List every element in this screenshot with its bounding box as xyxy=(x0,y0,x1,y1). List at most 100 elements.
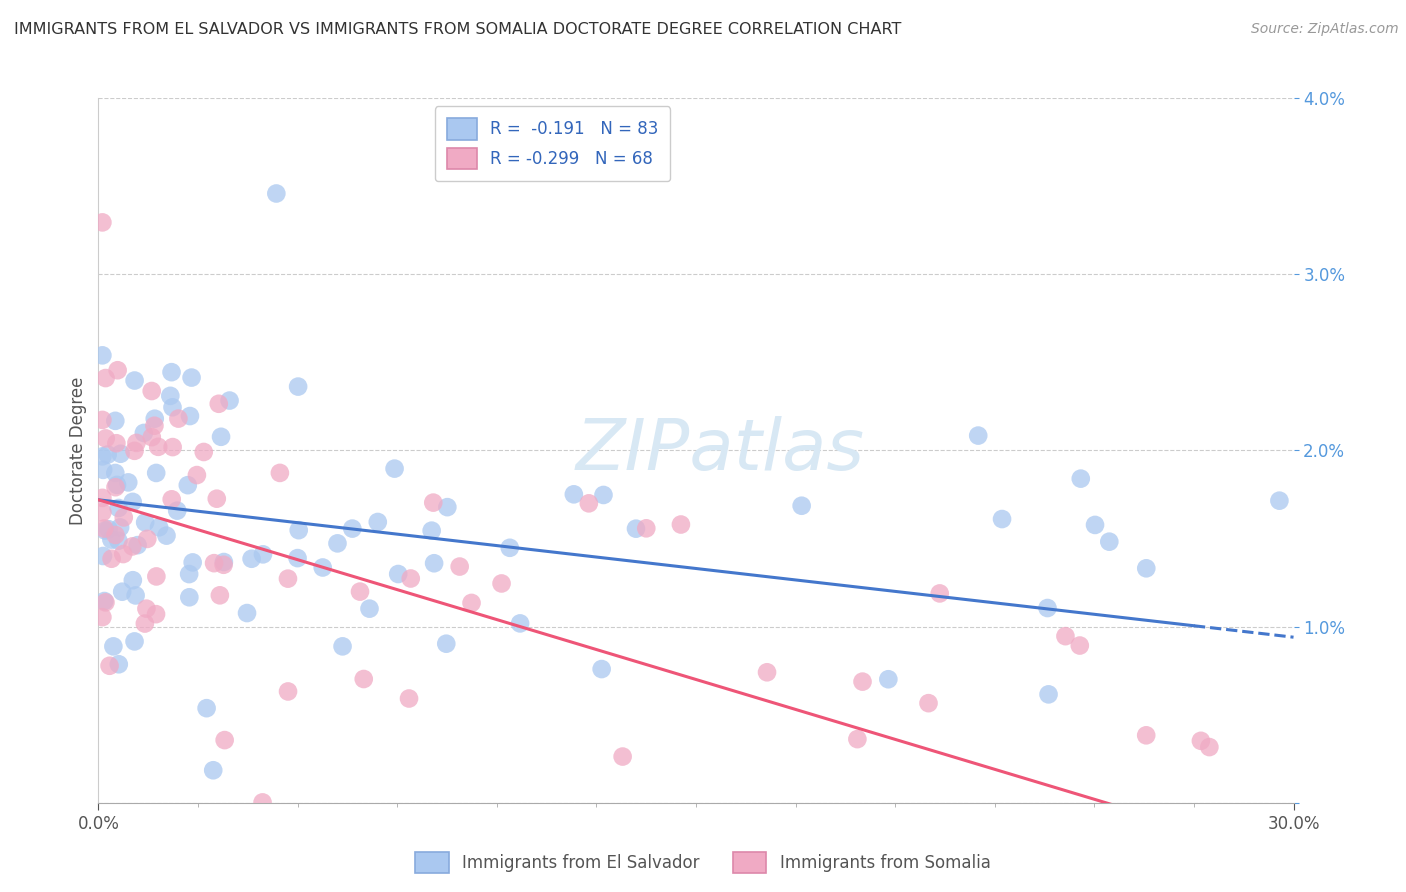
Point xyxy=(104,414,127,428)
Point xyxy=(252,796,274,810)
Point xyxy=(967,428,990,442)
Point xyxy=(100,533,122,547)
Point xyxy=(592,488,614,502)
Point xyxy=(1069,639,1091,653)
Point xyxy=(143,418,166,433)
Point xyxy=(110,447,132,461)
Point xyxy=(148,440,170,454)
Point xyxy=(359,601,381,615)
Point xyxy=(107,501,129,516)
Point xyxy=(104,480,127,494)
Legend: Immigrants from El Salvador, Immigrants from Somalia: Immigrants from El Salvador, Immigrants … xyxy=(409,846,997,880)
Point xyxy=(91,215,114,229)
Point xyxy=(367,515,389,529)
Point xyxy=(669,517,692,532)
Point xyxy=(277,684,299,698)
Point xyxy=(107,657,129,672)
Point xyxy=(1070,472,1092,486)
Point xyxy=(422,495,444,509)
Point xyxy=(399,572,422,586)
Point xyxy=(145,607,167,622)
Point xyxy=(186,468,208,483)
Point xyxy=(287,551,309,566)
Point xyxy=(105,478,128,492)
Point xyxy=(91,610,114,624)
Point xyxy=(212,555,235,569)
Point xyxy=(591,662,613,676)
Point xyxy=(104,466,127,480)
Point xyxy=(97,522,120,536)
Point xyxy=(195,701,218,715)
Point xyxy=(179,591,201,605)
Point xyxy=(1135,561,1157,575)
Point xyxy=(93,522,115,536)
Point xyxy=(756,665,779,680)
Point xyxy=(166,503,188,517)
Point xyxy=(180,370,202,384)
Point xyxy=(91,505,114,519)
Point xyxy=(117,475,139,490)
Point xyxy=(423,556,446,570)
Point xyxy=(94,524,117,538)
Point xyxy=(136,532,159,546)
Point xyxy=(578,496,600,510)
Point xyxy=(790,499,813,513)
Point xyxy=(91,413,114,427)
Point xyxy=(218,393,240,408)
Point xyxy=(135,601,157,615)
Point xyxy=(846,732,869,747)
Point xyxy=(94,371,117,385)
Point xyxy=(420,524,443,538)
Point xyxy=(162,440,184,454)
Point xyxy=(509,616,531,631)
Point xyxy=(208,397,231,411)
Point xyxy=(491,576,513,591)
Point xyxy=(612,749,634,764)
Point xyxy=(121,495,143,509)
Point xyxy=(326,536,349,550)
Text: Source: ZipAtlas.com: Source: ZipAtlas.com xyxy=(1251,22,1399,37)
Point xyxy=(387,567,409,582)
Text: ZIPatlas: ZIPatlas xyxy=(575,416,865,485)
Point xyxy=(636,521,658,535)
Point xyxy=(91,348,114,362)
Point xyxy=(107,363,129,377)
Point xyxy=(148,520,170,534)
Point xyxy=(124,634,146,648)
Point xyxy=(353,672,375,686)
Point xyxy=(209,430,232,444)
Point xyxy=(108,520,131,534)
Point xyxy=(214,733,236,747)
Point xyxy=(208,588,231,602)
Point xyxy=(121,573,143,587)
Point xyxy=(266,186,288,201)
Point xyxy=(877,672,900,686)
Point xyxy=(332,640,354,654)
Point xyxy=(1038,687,1060,701)
Legend: R =  -0.191   N = 83, R = -0.299   N = 68: R = -0.191 N = 83, R = -0.299 N = 68 xyxy=(434,106,671,181)
Point xyxy=(562,487,585,501)
Point xyxy=(107,533,129,548)
Point xyxy=(1268,493,1291,508)
Point xyxy=(160,365,183,379)
Point xyxy=(91,463,114,477)
Point xyxy=(342,522,364,536)
Point xyxy=(1084,517,1107,532)
Point xyxy=(141,384,163,398)
Point xyxy=(202,764,225,778)
Point xyxy=(124,589,146,603)
Point xyxy=(162,401,184,415)
Point xyxy=(91,549,114,563)
Point xyxy=(132,425,155,440)
Point xyxy=(349,584,371,599)
Point xyxy=(104,528,127,542)
Point xyxy=(124,443,146,458)
Point xyxy=(112,547,135,561)
Point xyxy=(499,541,522,555)
Point xyxy=(202,556,225,570)
Point xyxy=(141,430,163,444)
Point xyxy=(269,466,291,480)
Point xyxy=(93,594,115,608)
Point xyxy=(134,616,156,631)
Y-axis label: Doctorate Degree: Doctorate Degree xyxy=(69,376,87,524)
